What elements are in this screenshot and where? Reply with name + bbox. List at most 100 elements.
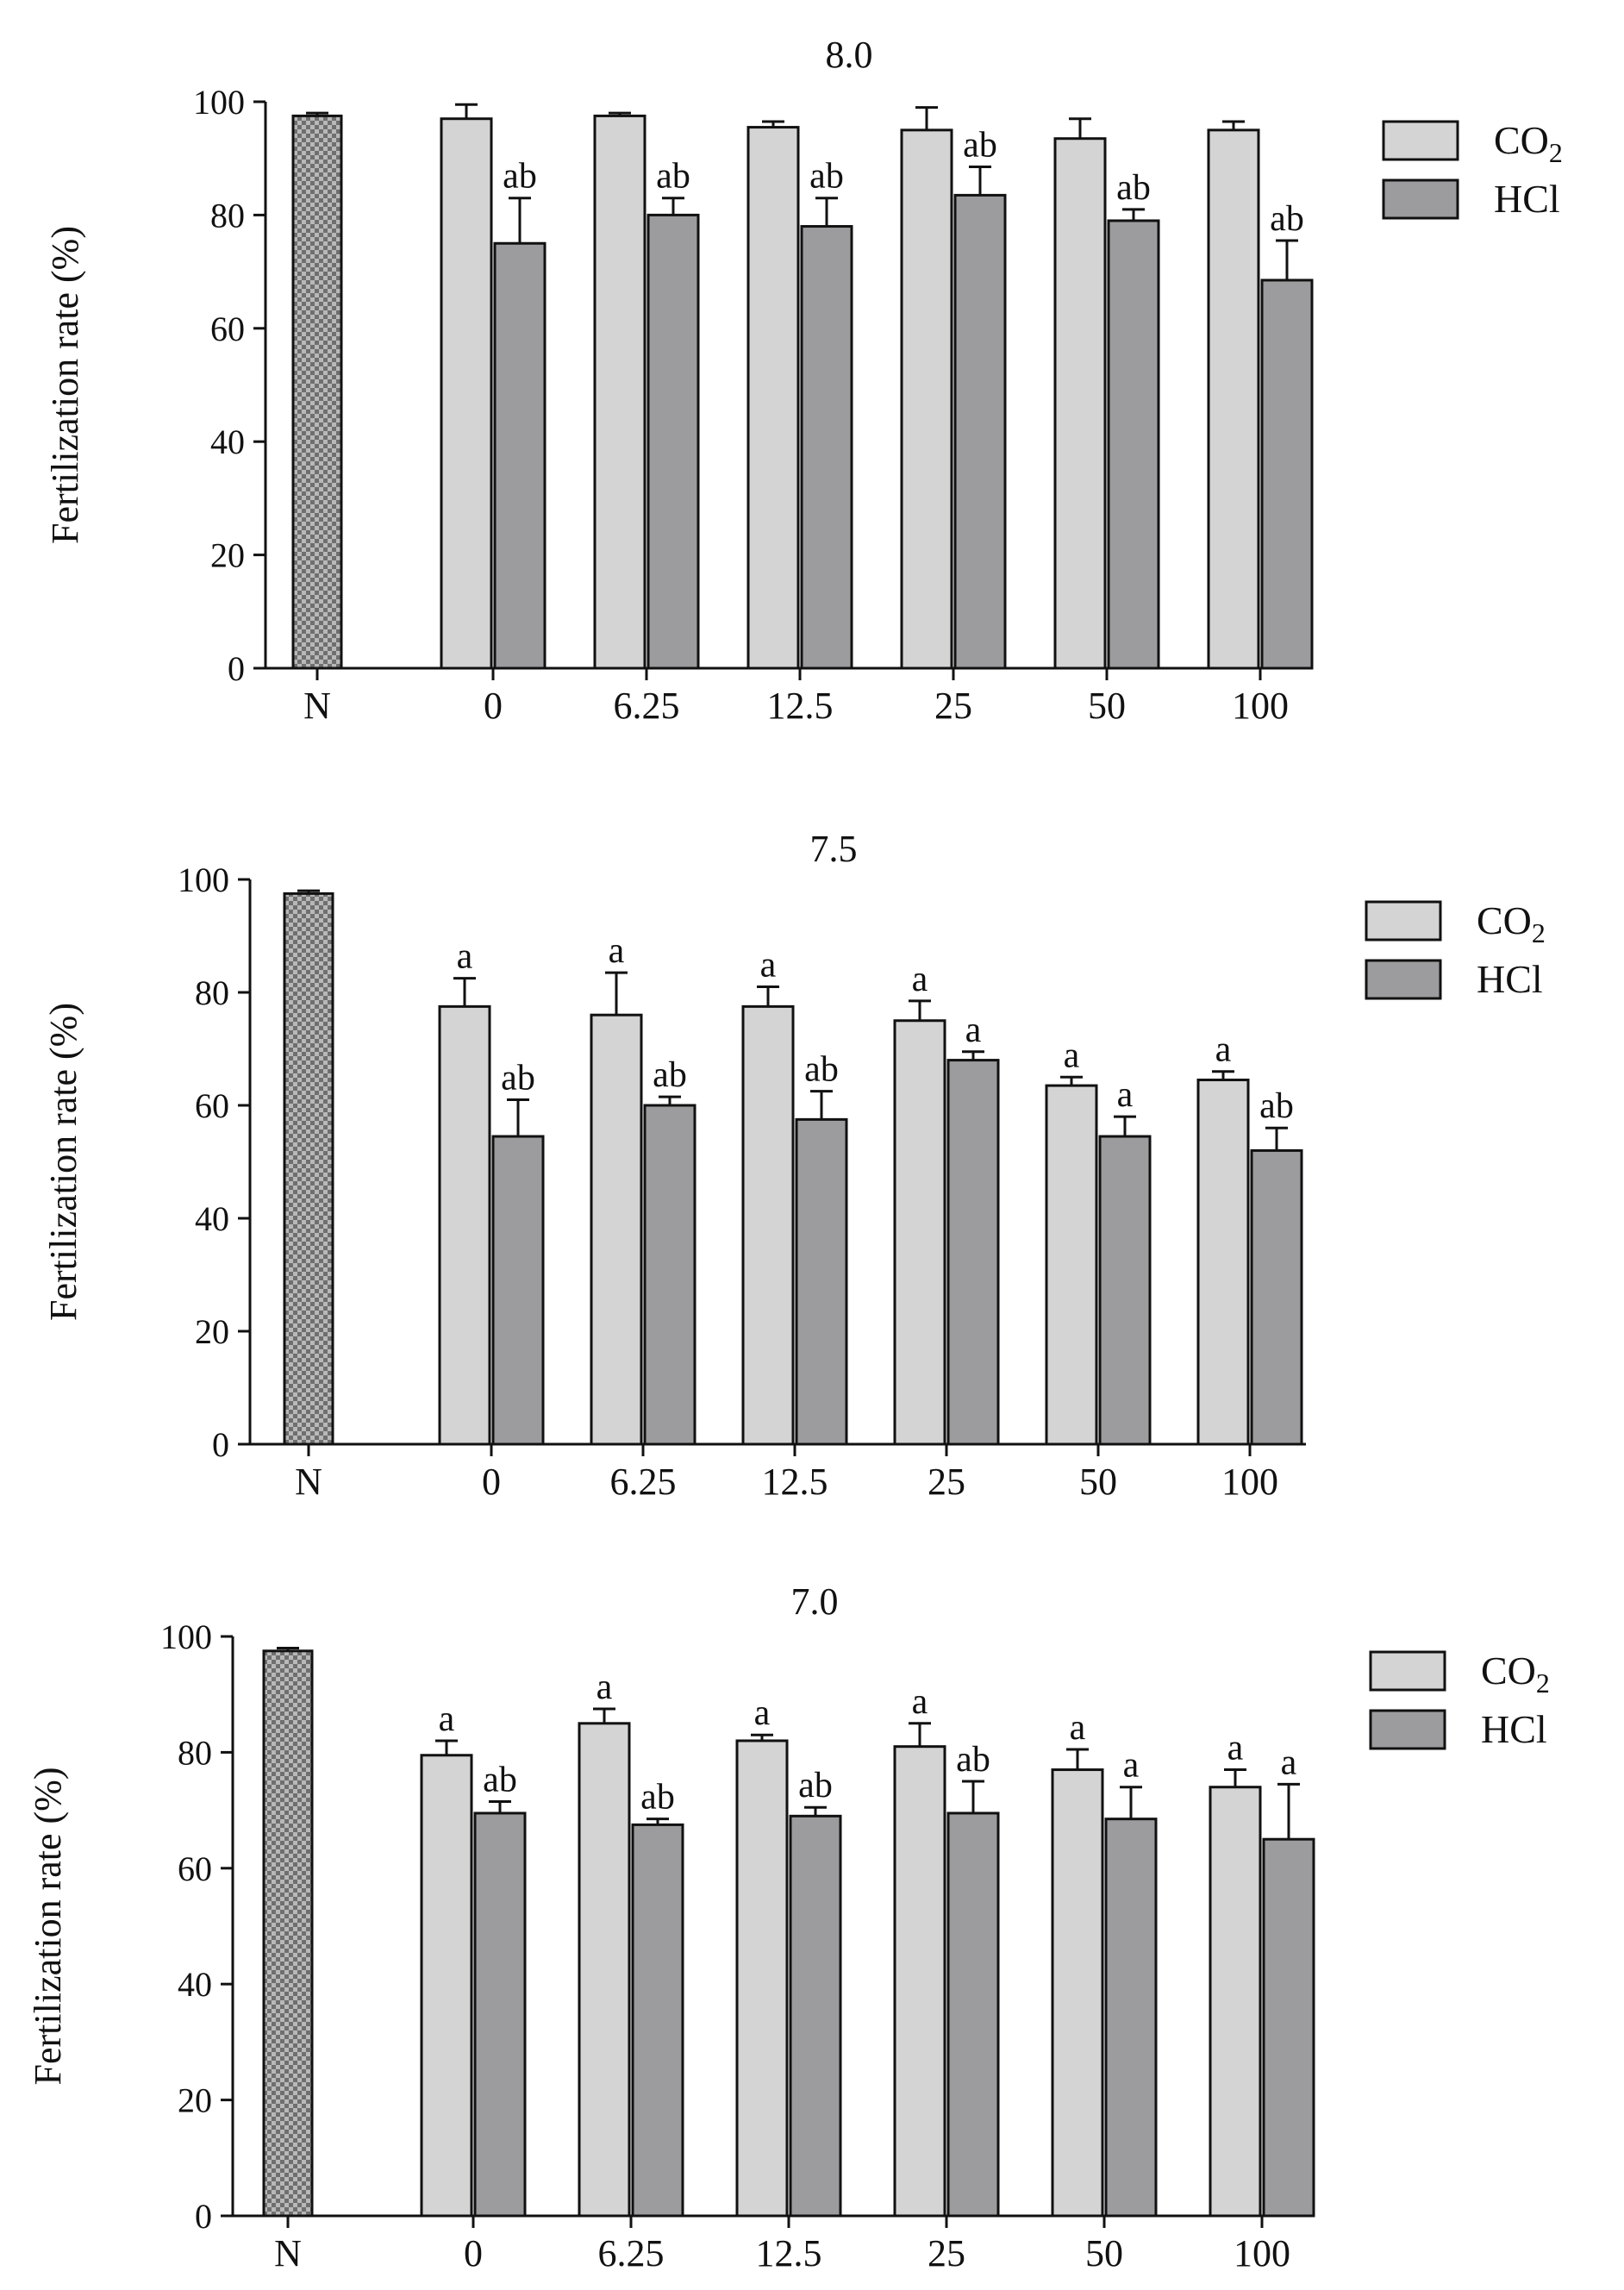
- bar-hcl: [473, 1811, 527, 2218]
- y-tick-label: 60: [210, 310, 245, 348]
- bar-hcl: [631, 1823, 684, 2218]
- bar-hcl: [1098, 1135, 1152, 1446]
- y-tick-label: 80: [210, 196, 245, 235]
- x-tick-label: 50: [1079, 1461, 1117, 1503]
- bar-hcl: [953, 193, 1007, 670]
- legend-label-co2: CO2: [1477, 898, 1546, 948]
- significance-label: ab: [798, 1766, 833, 1805]
- legend-label-hcl: HCl: [1477, 957, 1543, 1001]
- bar-co2: [420, 1754, 473, 2218]
- bar-co2: [590, 1013, 643, 1446]
- panel-ph-7-0: 7.0 Fertilization rate (%) 0 20 40 60 80 100 N 0 6…: [27, 1580, 1550, 2274]
- y-tick-label: 40: [195, 1199, 229, 1238]
- bar-co2: [593, 114, 646, 670]
- significance-label: a: [457, 937, 473, 977]
- bar-hcl: [1107, 219, 1160, 670]
- bar-hcl: [1260, 278, 1314, 670]
- bar-co2: [893, 1019, 946, 1446]
- legend-swatch-hcl: [1382, 178, 1459, 220]
- significance-label: a: [1117, 1075, 1134, 1115]
- panel-ph-7-5: 7.5 Fertilization rate (%) 0 20 40 60 80 100 N 0 6…: [42, 828, 1546, 1503]
- bar-co2: [1207, 128, 1260, 670]
- bar-hcl: [789, 1814, 842, 2218]
- significance-label: ab: [653, 1055, 687, 1095]
- significance-label: ab: [809, 157, 844, 197]
- significance-label: ab: [963, 126, 997, 166]
- x-tick-label: 0: [482, 1461, 501, 1503]
- x-tick-label: 50: [1088, 685, 1126, 727]
- y-tick-label: 100: [178, 860, 229, 899]
- bar-co2: [1045, 1084, 1098, 1446]
- bar-hcl: [946, 1811, 1000, 2218]
- significance-label: a: [1070, 1708, 1086, 1748]
- legend-swatch-hcl: [1365, 959, 1442, 1000]
- bar-hcl: [493, 241, 547, 670]
- significance-label: a: [760, 945, 777, 985]
- bar-control-n: [262, 1649, 314, 2218]
- chart-title: 8.0: [826, 34, 873, 76]
- y-axis-label: Fertilization rate (%): [42, 1003, 84, 1321]
- bar-co2: [578, 1722, 631, 2218]
- bar-co2: [1196, 1079, 1250, 1446]
- y-tick-label: 80: [195, 973, 229, 1012]
- significance-label: a: [1227, 1729, 1244, 1768]
- significance-label: ab: [1270, 199, 1304, 239]
- y-tick-label: 0: [212, 1425, 229, 1464]
- panel-ph-8-0: 8.0 Fertilization rate (%) 0 20 40 60 80 100 N 0 6…: [44, 34, 1563, 727]
- bar-co2: [440, 117, 493, 670]
- bar-hcl: [800, 225, 853, 670]
- y-tick-label: 0: [228, 649, 245, 688]
- significance-label: ab: [804, 1050, 839, 1090]
- significance-label: ab: [956, 1740, 990, 1780]
- significance-label: ab: [483, 1761, 517, 1800]
- y-tick-label: 40: [178, 1965, 212, 2004]
- x-tick-label: 0: [484, 685, 503, 727]
- significance-label: a: [1281, 1743, 1297, 1782]
- x-tick-label: 100: [1221, 1461, 1278, 1503]
- y-axis-label: Fertilization rate (%): [27, 1768, 69, 2086]
- legend-swatch-co2: [1369, 1650, 1446, 1692]
- y-tick-label: 60: [195, 1086, 229, 1125]
- significance-label: ab: [1116, 168, 1151, 208]
- legend-label-hcl: HCl: [1494, 177, 1560, 221]
- x-tick-label: 25: [928, 2232, 965, 2274]
- bar-hcl: [1262, 1837, 1315, 2218]
- y-tick-label: 20: [178, 2081, 212, 2120]
- y-tick-label: 100: [193, 83, 245, 122]
- y-tick-label: 80: [178, 1733, 212, 1772]
- bar-hcl: [491, 1135, 545, 1446]
- x-tick-label: N: [295, 1461, 322, 1503]
- y-axis-label: Fertilization rate (%): [44, 226, 86, 544]
- x-tick-label: 100: [1234, 2232, 1290, 2274]
- legend-label-co2: CO2: [1481, 1649, 1550, 1699]
- bar-co2: [746, 126, 800, 670]
- significance-label: a: [597, 1667, 613, 1707]
- legend-swatch-hcl: [1369, 1709, 1446, 1750]
- bar-control-n: [283, 892, 334, 1446]
- legend-swatch-co2: [1365, 900, 1442, 942]
- y-tick-label: 20: [195, 1312, 229, 1351]
- bar-hcl: [1250, 1148, 1303, 1446]
- x-tick-label: 12.5: [756, 2232, 822, 2274]
- x-tick-label: N: [274, 2232, 302, 2274]
- significance-label: a: [1215, 1030, 1232, 1070]
- significance-label: ab: [640, 1778, 675, 1818]
- chart-title: 7.0: [791, 1580, 839, 1623]
- x-tick-label: 25: [934, 685, 972, 727]
- significance-label: ab: [503, 157, 537, 197]
- x-tick-label: N: [303, 685, 331, 727]
- bar-hcl: [946, 1059, 1000, 1446]
- significance-label: a: [1064, 1036, 1080, 1075]
- y-tick-label: 40: [210, 422, 245, 461]
- bar-co2: [1051, 1768, 1104, 2218]
- y-tick-label: 60: [178, 1849, 212, 1888]
- x-tick-label: 100: [1232, 685, 1289, 727]
- significance-label: a: [1123, 1746, 1140, 1786]
- significance-label: a: [912, 960, 928, 999]
- bar-co2: [893, 1745, 946, 2218]
- significance-label: ab: [501, 1058, 535, 1098]
- bar-hcl: [643, 1104, 696, 1446]
- significance-label: a: [754, 1693, 771, 1733]
- y-tick-label: 100: [160, 1617, 212, 1656]
- x-tick-label: 0: [464, 2232, 483, 2274]
